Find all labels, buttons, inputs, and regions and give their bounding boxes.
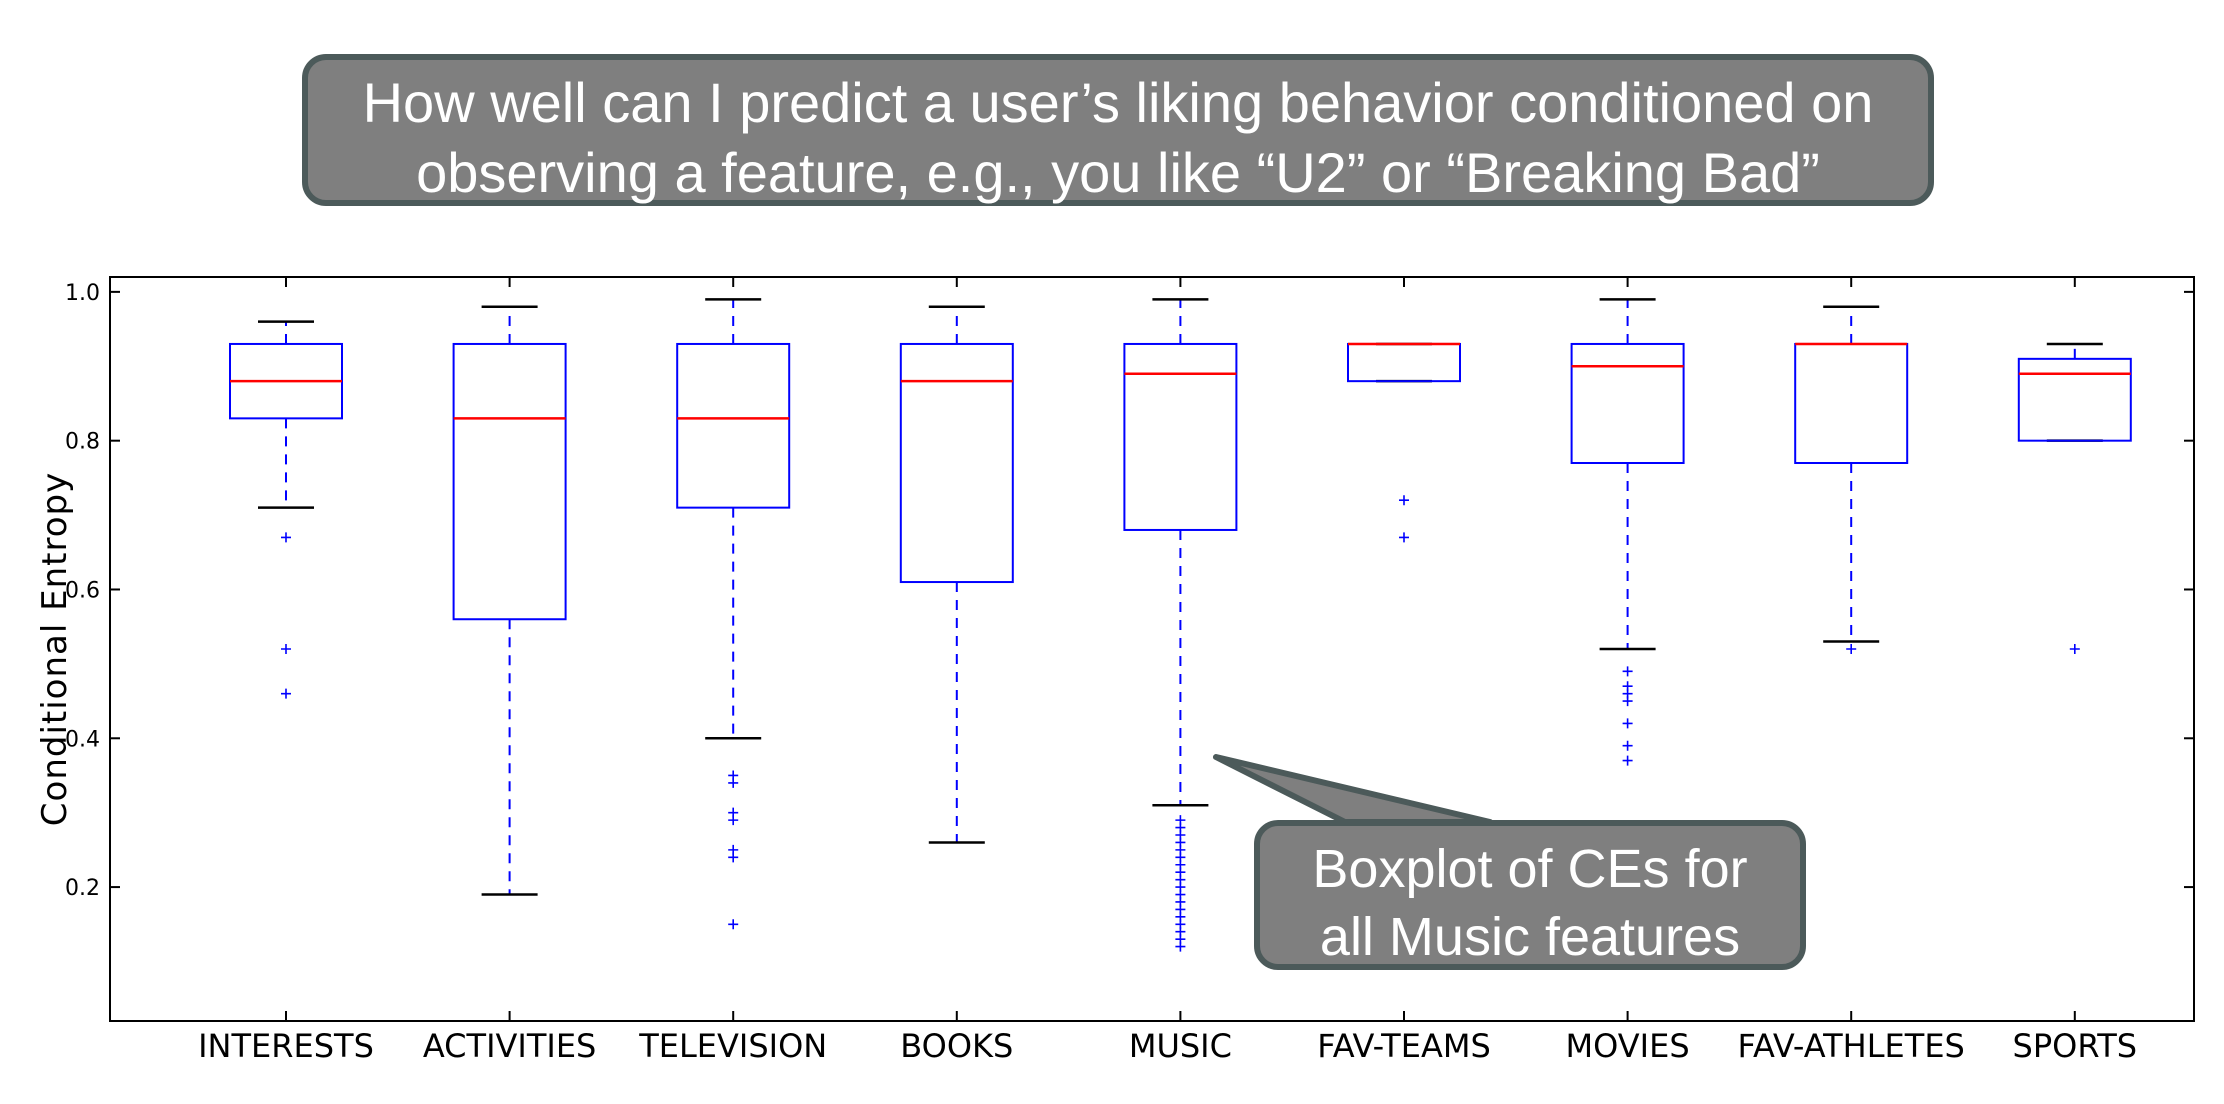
outlier-point [728, 777, 739, 788]
box-sports [2017, 342, 2132, 654]
outlier-point [1622, 740, 1633, 751]
outlier-point [1622, 755, 1633, 766]
y-axis-label: Conditional Entropy [35, 472, 75, 826]
boxes-layer [229, 298, 2132, 952]
outlier-point [728, 852, 739, 863]
box-books [899, 305, 1014, 844]
box-fav-athletes [1794, 305, 1909, 654]
outlier-point [1399, 532, 1409, 543]
outlier-point [1622, 696, 1633, 707]
outlier-point [2069, 644, 2080, 654]
annotation-line-2: all Music features [1319, 906, 1741, 967]
box-fav-teams [1347, 342, 1461, 543]
outlier-point [728, 815, 739, 826]
iqr-box [1347, 342, 1461, 383]
iqr-box [452, 342, 567, 621]
outlier-point [1399, 495, 1409, 506]
plot-area-frame [109, 276, 2195, 1022]
iqr-box [1794, 342, 1909, 464]
title-callout: How well can I predict a user’s liking b… [302, 54, 1934, 206]
iqr-box [1570, 342, 1685, 464]
outlier-point [281, 532, 291, 543]
x-tick-label: INTERESTS [198, 1027, 374, 1065]
y-tick-label: 0.8 [65, 430, 100, 455]
x-axis: INTERESTS ACTIVITIES TELEVISION BOOKS MUSIC F… [198, 277, 2137, 1065]
x-tick-label: FAV-ATHLETES [1738, 1027, 1965, 1065]
x-tick-label: SPORTS [2013, 1027, 2138, 1065]
box-music [1123, 298, 1238, 952]
x-tick-label: BOOKS [900, 1027, 1013, 1065]
callout-pointer [1213, 754, 1493, 825]
iqr-box [899, 342, 1014, 584]
annotation-callout: Boxplot of CEs for all Music features [1254, 820, 1806, 970]
x-tick-label: TELEVISION [638, 1027, 827, 1065]
outlier-point [1622, 718, 1633, 729]
box-interests [229, 320, 343, 699]
y-axis: 0.2 0.4 0.6 0.8 1.0 [65, 281, 2194, 901]
title-line-1: How well can I predict a user’s liking b… [362, 71, 1874, 134]
box-movies [1570, 298, 1685, 766]
x-tick-label: MOVIES [1566, 1027, 1690, 1065]
outlier-point [1622, 666, 1633, 677]
x-tick-label: MUSIC [1129, 1027, 1232, 1065]
x-tick-label: ACTIVITIES [423, 1027, 597, 1065]
iqr-box [1123, 342, 1238, 531]
annotation-line-1: Boxplot of CEs for [1312, 839, 1748, 899]
x-tick-label: FAV-TEAMS [1317, 1027, 1491, 1065]
iqr-box [676, 342, 791, 509]
box-activities [452, 305, 567, 896]
title-line-2: observing a feature, e.g., you like “U2”… [416, 141, 1820, 204]
y-tick-label: 1.0 [65, 281, 100, 306]
y-tick-label: 0.2 [65, 876, 100, 901]
outlier-point [281, 644, 291, 654]
outlier-point [281, 688, 291, 699]
y-tick-label: 0.4 [65, 727, 100, 752]
outlier-point [1846, 644, 1857, 654]
outlier-point [728, 919, 739, 930]
box-television [676, 298, 791, 930]
y-tick-label: 0.6 [65, 578, 100, 603]
iqr-box [2017, 357, 2132, 442]
outlier-point [1175, 941, 1186, 952]
